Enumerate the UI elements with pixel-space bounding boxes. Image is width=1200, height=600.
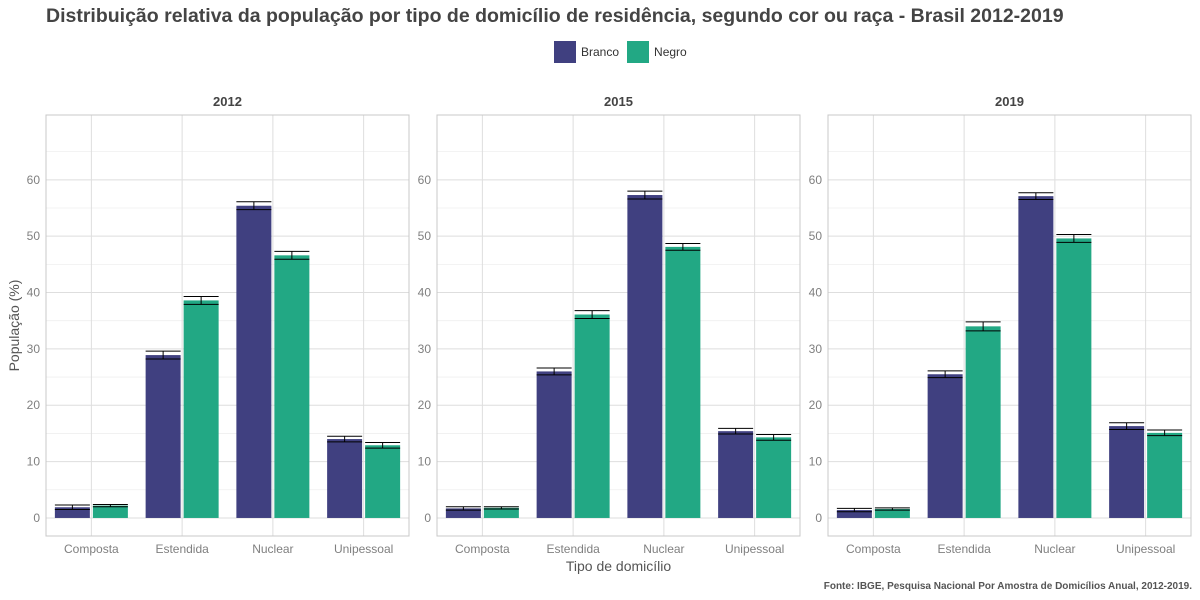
y-tick-label: 20 [809,398,823,412]
x-tick-label: Unipessoal [725,542,784,556]
legend-key-branco [554,41,576,63]
bar-branco-nuclear-2012 [236,205,272,518]
legend-item-branco: Branco [554,41,619,63]
legend: Branco Negro [554,40,695,64]
y-tick-label: 10 [27,455,41,469]
x-tick-label: Unipessoal [334,542,393,556]
y-tick-label: 50 [27,229,41,243]
y-tick-label: 10 [418,455,432,469]
bar-negro-estendida-2019 [965,326,1001,518]
panel-border [45,114,410,537]
y-tick-label: 0 [424,511,431,525]
x-tick-label: Nuclear [1034,542,1075,556]
y-tick-label: 30 [27,342,41,356]
y-tick-label: 0 [815,511,822,525]
bar-branco-nuclear-2019 [1018,196,1054,518]
bar-negro-composta-2012 [92,505,128,518]
y-tick-label: 20 [418,398,432,412]
legend-item-negro: Negro [627,41,687,63]
bar-branco-composta-2015 [445,508,481,518]
bar-negro-nuclear-2015 [665,246,701,518]
bar-negro-composta-2019 [874,508,910,518]
x-tick-label: Composta [455,542,510,556]
y-tick-label: 0 [33,511,40,525]
x-tick-label: Composta [64,542,119,556]
y-tick-label: 10 [809,455,823,469]
y-tick-label: 40 [27,286,41,300]
y-tick-label: 60 [27,173,41,187]
x-tick-label: Unipessoal [1116,542,1175,556]
bar-branco-estendida-2012 [145,355,181,518]
chart-title: Distribuição relativa da população por t… [46,5,1064,27]
bar-branco-nuclear-2015 [627,195,663,518]
x-tick-label: Estendida [937,542,991,556]
bar-branco-unipessoal-2019 [1109,426,1145,518]
legend-label-branco: Branco [581,45,620,59]
y-tick-label: 50 [809,229,823,243]
bar-negro-unipessoal-2019 [1147,432,1183,518]
y-tick-label: 30 [418,342,432,356]
y-axis-title: População (%) [6,280,22,372]
x-axis-title: Tipo de domicílio [566,558,672,574]
x-tick-label: Estendida [546,542,600,556]
x-tick-label: Composta [846,542,901,556]
bar-negro-nuclear-2012 [274,255,310,518]
source-note: Fonte: IBGE, Pesquisa Nacional Por Amost… [823,581,1192,592]
bar-branco-estendida-2015 [536,371,572,518]
bar-branco-composta-2012 [54,507,90,518]
bar-negro-estendida-2012 [183,300,219,518]
y-tick-label: 20 [27,398,41,412]
y-tick-label: 60 [809,173,823,187]
bar-branco-composta-2019 [836,510,872,518]
panel-title-2012: 2012 [213,94,242,109]
panel-title-2015: 2015 [604,94,633,109]
y-tick-label: 50 [418,229,432,243]
bar-branco-estendida-2019 [927,374,963,518]
panel-border [827,114,1192,537]
y-tick-label: 30 [809,342,823,356]
bar-negro-estendida-2015 [574,314,610,518]
bar-negro-unipessoal-2012 [365,445,401,518]
bar-negro-composta-2015 [483,507,519,518]
panel-title-2019: 2019 [995,94,1024,109]
legend-key-negro [627,41,650,63]
x-tick-label: Nuclear [252,542,293,556]
panel-border [436,114,801,537]
x-tick-label: Nuclear [643,542,684,556]
y-tick-label: 60 [418,173,432,187]
x-tick-label: Estendida [155,542,209,556]
y-tick-label: 40 [809,286,823,300]
legend-label-negro: Negro [654,45,687,59]
bar-branco-unipessoal-2015 [718,431,754,518]
bar-negro-nuclear-2019 [1056,238,1092,518]
y-tick-label: 40 [418,286,432,300]
bar-branco-unipessoal-2012 [327,439,363,518]
bar-negro-unipessoal-2015 [756,437,792,518]
